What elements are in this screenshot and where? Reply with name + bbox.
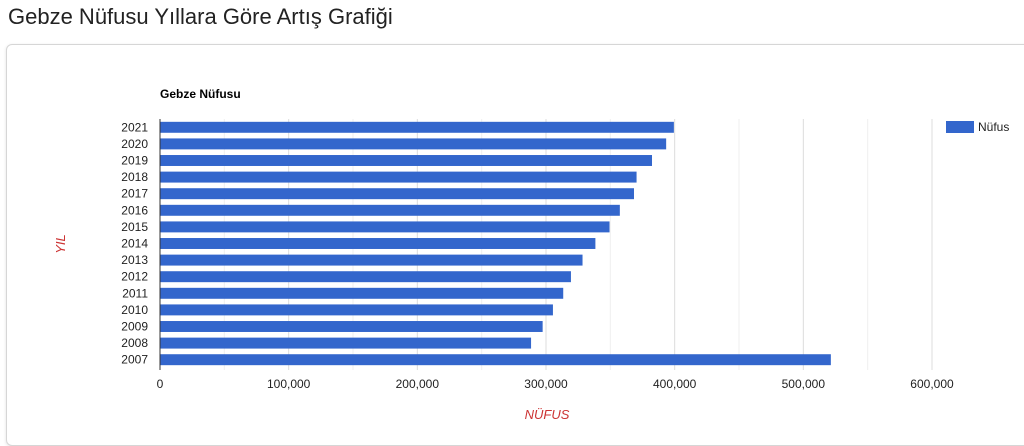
bar (160, 337, 532, 349)
legend-label: Nüfus (978, 120, 1009, 134)
bar (160, 155, 653, 166)
x-tick-label: 500,000 (782, 377, 826, 391)
y-tick-label: 2015 (121, 220, 148, 234)
legend-swatch (946, 121, 974, 133)
bar (160, 354, 831, 366)
y-tick-label: 2012 (121, 270, 148, 284)
y-tick-label: 2014 (121, 237, 148, 251)
y-tick-label: 2013 (121, 253, 148, 267)
x-tick-label: 300,000 (524, 377, 568, 391)
bar (160, 238, 596, 249)
x-tick-label: 100,000 (267, 377, 311, 391)
y-tick-label: 2019 (121, 154, 148, 168)
bar (160, 138, 667, 150)
bar (160, 304, 553, 316)
bar (160, 188, 634, 200)
y-tick-label: 2018 (121, 170, 148, 184)
y-axis-title: YIL (53, 234, 68, 254)
y-tick-labels: 2021 2020 2019 2018 2017 2016 2015 2014 2013 2012… (121, 120, 148, 366)
chart-card: Gebze Nüfusu 2021 2020 2019 2018 2017 2016 201… (6, 44, 1024, 446)
x-tick-label: 600,000 (910, 377, 954, 391)
bar-chart: Gebze Nüfusu 2021 2020 2019 2018 2017 2016 201… (53, 87, 1009, 422)
legend: Nüfus (946, 120, 1009, 134)
x-tick-label: 400,000 (653, 377, 697, 391)
y-tick-label: 2011 (122, 286, 148, 300)
y-tick-label: 2010 (121, 303, 148, 317)
bar (160, 204, 620, 216)
bar (160, 254, 583, 266)
bar (160, 321, 543, 332)
bar (160, 287, 564, 299)
chart-title: Gebze Nüfusu (160, 87, 241, 101)
x-tick-labels: 0 100,000 200,000 300,000 400,000 500,000 600,… (157, 377, 954, 391)
page-title: Gebze Nüfusu Yıllara Göre Artış Grafiği (8, 4, 393, 29)
x-tick-label: 0 (157, 377, 164, 391)
bar (160, 171, 637, 183)
bar (160, 121, 674, 133)
y-tick-label: 2020 (121, 137, 148, 151)
x-axis-title: NÜFUS (525, 407, 570, 422)
bar (160, 221, 610, 233)
x-tick-label: 200,000 (396, 377, 440, 391)
y-tick-label: 2016 (121, 203, 148, 217)
y-tick-label: 2017 (121, 187, 148, 201)
y-tick-label: 2008 (121, 336, 148, 350)
y-tick-label: 2021 (121, 120, 148, 134)
bars (160, 121, 831, 366)
y-tick-label: 2009 (121, 320, 148, 334)
bar (160, 271, 571, 283)
y-tick-label: 2007 (121, 353, 148, 367)
